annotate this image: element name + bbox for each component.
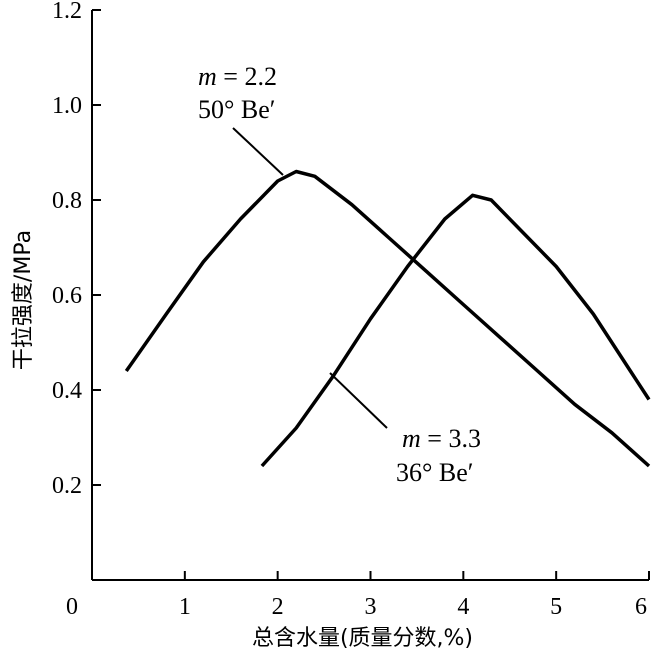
x-tick-label: 3 xyxy=(365,594,377,620)
x-tick-label: 1 xyxy=(179,594,191,620)
annotation-2-line1: m = 3.3 xyxy=(402,424,481,453)
annotation-leader-2 xyxy=(329,372,388,429)
y-axis-title: 干拉强度/MPa xyxy=(11,230,36,370)
y-tick-label: 0.4 xyxy=(52,378,82,404)
y-tick-label: 0.2 xyxy=(52,473,82,499)
y-tick-label: 0.6 xyxy=(52,283,82,309)
y-tick-label: 1.2 xyxy=(52,0,82,24)
axes: 0 1 2 3 4 5 6 0.2 0.4 0.6 0.8 1.0 1.2 xyxy=(52,0,650,620)
annotation-1-line1: m = 2.2 xyxy=(198,62,277,91)
x-tick-label: 0 xyxy=(66,594,78,620)
annotation-2-line2: 36° Be′ xyxy=(396,458,473,487)
annotation-1-line2: 50° Be′ xyxy=(198,95,275,124)
series-line-1 xyxy=(124,169,651,468)
x-tick-label: 6 xyxy=(635,594,647,620)
series-layer xyxy=(124,169,651,468)
x-tick-label: 2 xyxy=(272,594,284,620)
annotation-leader-1 xyxy=(232,127,284,176)
y-tick-label: 0.8 xyxy=(52,188,82,214)
x-tick-label: 5 xyxy=(550,594,562,620)
y-tick-label: 1.0 xyxy=(52,93,82,119)
annotations: m = 2.2 50° Be′ m = 3.3 36° Be′ xyxy=(198,62,481,487)
x-axis-title: 总含水量(质量分数,%) xyxy=(252,626,473,651)
x-tick-label: 4 xyxy=(457,594,469,620)
